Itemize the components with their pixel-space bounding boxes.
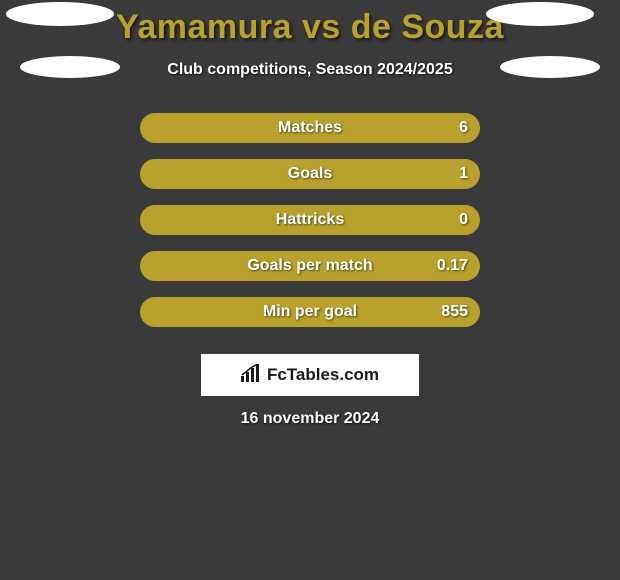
stat-row: Hattricks0 [140, 205, 480, 235]
brand-badge: FcTables.com [201, 354, 419, 396]
date-label: 16 november 2024 [0, 410, 620, 428]
brand-text: FcTables.com [267, 365, 379, 385]
stat-row: Goals per match0.17 [140, 251, 480, 281]
chart-icon [241, 364, 263, 387]
left-player-ellipse [6, 2, 114, 26]
stat-label: Goals per match [140, 251, 480, 281]
stat-label: Goals [140, 159, 480, 189]
stat-value: 1 [459, 159, 468, 189]
stat-value: 6 [459, 113, 468, 143]
stat-label: Hattricks [140, 205, 480, 235]
stat-label: Matches [140, 113, 480, 143]
left-player-ellipse [20, 56, 120, 78]
stat-value: 0.17 [437, 251, 468, 281]
stat-row: Goals1 [140, 159, 480, 189]
stat-row: Matches6 [140, 113, 480, 143]
right-player-ellipse [486, 2, 594, 26]
stat-label: Min per goal [140, 297, 480, 327]
right-player-ellipse [500, 56, 600, 78]
stat-value: 855 [441, 297, 468, 327]
stats-area: Matches6Goals1Hattricks0Goals per match0… [0, 113, 620, 343]
stat-row: Min per goal855 [140, 297, 480, 327]
comparison-card: Yamamura vs de Souza Club competitions, … [0, 0, 620, 580]
stat-value: 0 [459, 205, 468, 235]
